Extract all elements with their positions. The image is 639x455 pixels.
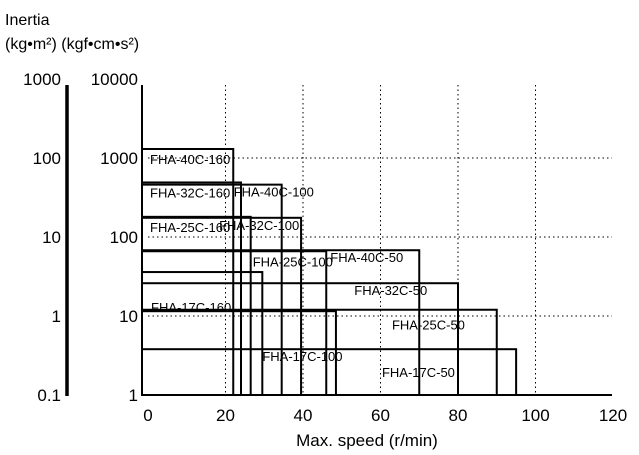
x-y-axis: [141, 85, 612, 396]
y-tick-inner-10: 10: [119, 307, 138, 326]
y-tick-outer-1000: 1000: [23, 70, 61, 89]
x-tick-80: 80: [449, 406, 468, 425]
x-axis-label: Max. speed (r/min): [296, 431, 438, 450]
chart-title: Inertia: [5, 12, 50, 29]
region-label-fha-17c-50: FHA-17C-50: [382, 365, 455, 380]
region-label-fha-17c-100: FHA-17C-100: [262, 349, 342, 364]
x-tick-40: 40: [294, 406, 313, 425]
y-tick-labels-kgm2: 0.1 1 10 100 1000: [23, 70, 61, 405]
y-tick-labels-kgfcms2: 1 10 100 1000 10000: [91, 70, 138, 405]
region-label-fha-25c-160: FHA-25C-160: [150, 220, 230, 235]
grid-lines: [148, 85, 612, 395]
chart-unit-label: (kg•m²) (kgf•cm•s²): [5, 36, 139, 53]
x-tick-20: 20: [216, 406, 235, 425]
y-tick-inner-100: 100: [110, 228, 138, 247]
region-label-fha-32c-100: FHA-32C-100: [219, 218, 299, 233]
x-tick-120: 120: [599, 406, 627, 425]
y-tick-outer-10: 10: [42, 228, 61, 247]
region-label-fha-25c-100: FHA-25C-100: [253, 254, 333, 269]
region-label-fha-25c-50: FHA-25C-50: [392, 318, 465, 333]
y-tick-outer-0.1: 0.1: [37, 386, 61, 405]
x-tick-labels: 0 20 40 60 80 100 120: [143, 406, 627, 425]
region-label-fha-40c-160: FHA-40C-160: [150, 152, 230, 167]
region-label-fha-40c-50: FHA-40C-50: [330, 250, 403, 265]
region-label-fha-17c-160: FHA-17C-160: [151, 300, 231, 315]
y-tick-inner-10000: 10000: [91, 70, 138, 89]
region-label-fha-32c-160: FHA-32C-160: [150, 185, 230, 200]
y-tick-inner-1: 1: [129, 386, 138, 405]
region-label-fha-40c-100: FHA-40C-100: [234, 185, 314, 200]
y-tick-inner-1000: 1000: [100, 149, 138, 168]
y-tick-outer-100: 100: [33, 149, 61, 168]
region-fha-32c-160: [141, 181, 242, 396]
x-tick-100: 100: [521, 406, 549, 425]
y-tick-outer-1: 1: [52, 307, 61, 326]
region-label-fha-32c-50: FHA-32C-50: [354, 283, 427, 298]
x-tick-0: 0: [143, 406, 152, 425]
speed-inertia-regions: FHA-40C-160 FHA-40C-100 FHA-40C-50 FHA-32C-…: [141, 147, 518, 397]
region-fha-17c-160: [141, 271, 264, 396]
x-tick-60: 60: [371, 406, 390, 425]
